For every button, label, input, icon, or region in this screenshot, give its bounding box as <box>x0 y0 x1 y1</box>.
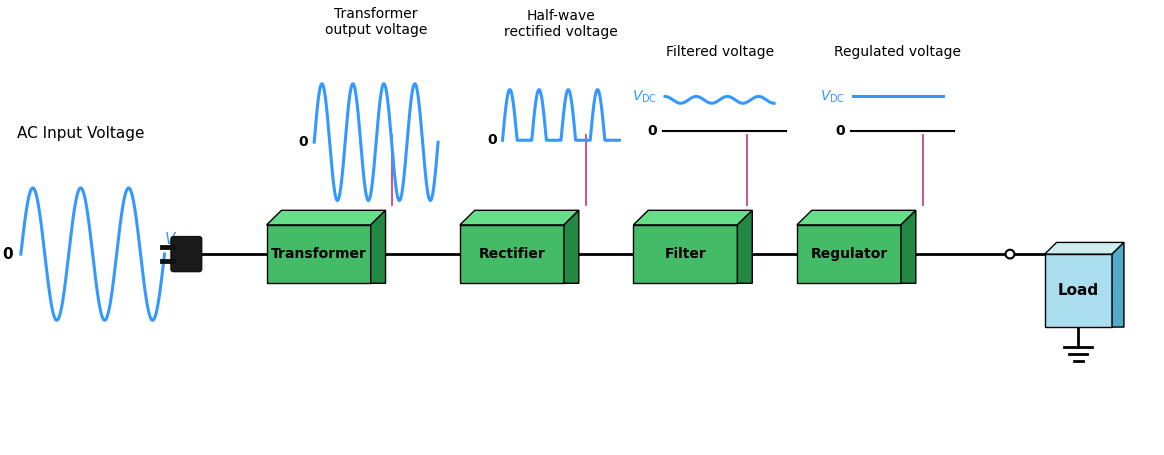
Polygon shape <box>370 210 385 283</box>
Polygon shape <box>1112 243 1124 327</box>
Text: $V_{ac}$: $V_{ac}$ <box>163 231 189 249</box>
FancyBboxPatch shape <box>797 225 901 283</box>
Text: Filtered voltage: Filtered voltage <box>666 46 774 60</box>
Text: Transformer
output voltage: Transformer output voltage <box>325 7 427 37</box>
Text: Filter: Filter <box>665 247 707 261</box>
Text: 0: 0 <box>299 135 308 149</box>
Text: 0: 0 <box>836 123 845 137</box>
Text: 0: 0 <box>2 247 13 262</box>
Polygon shape <box>267 210 385 225</box>
Text: Regulator: Regulator <box>810 247 887 261</box>
FancyBboxPatch shape <box>1044 254 1112 327</box>
Text: Regulated voltage: Regulated voltage <box>835 46 961 60</box>
Text: $V_{\rm DC}$: $V_{\rm DC}$ <box>821 88 845 105</box>
Text: $V_{\rm DC}$: $V_{\rm DC}$ <box>632 88 658 105</box>
Text: 0: 0 <box>647 123 658 137</box>
Polygon shape <box>460 210 579 225</box>
Text: Rectifier: Rectifier <box>478 247 545 261</box>
Polygon shape <box>738 210 752 283</box>
Polygon shape <box>797 210 916 225</box>
Polygon shape <box>901 210 916 283</box>
Text: Half-wave
rectified voltage: Half-wave rectified voltage <box>504 9 618 39</box>
FancyBboxPatch shape <box>171 237 201 272</box>
Polygon shape <box>563 210 579 283</box>
FancyBboxPatch shape <box>460 225 563 283</box>
Circle shape <box>1006 250 1015 258</box>
Polygon shape <box>633 210 752 225</box>
Text: AC Input Voltage: AC Input Voltage <box>16 126 144 141</box>
Text: 0: 0 <box>487 133 497 147</box>
Polygon shape <box>1044 243 1124 254</box>
Text: Transformer: Transformer <box>271 247 367 261</box>
FancyBboxPatch shape <box>267 225 370 283</box>
FancyBboxPatch shape <box>633 225 738 283</box>
Text: Load: Load <box>1058 283 1099 298</box>
